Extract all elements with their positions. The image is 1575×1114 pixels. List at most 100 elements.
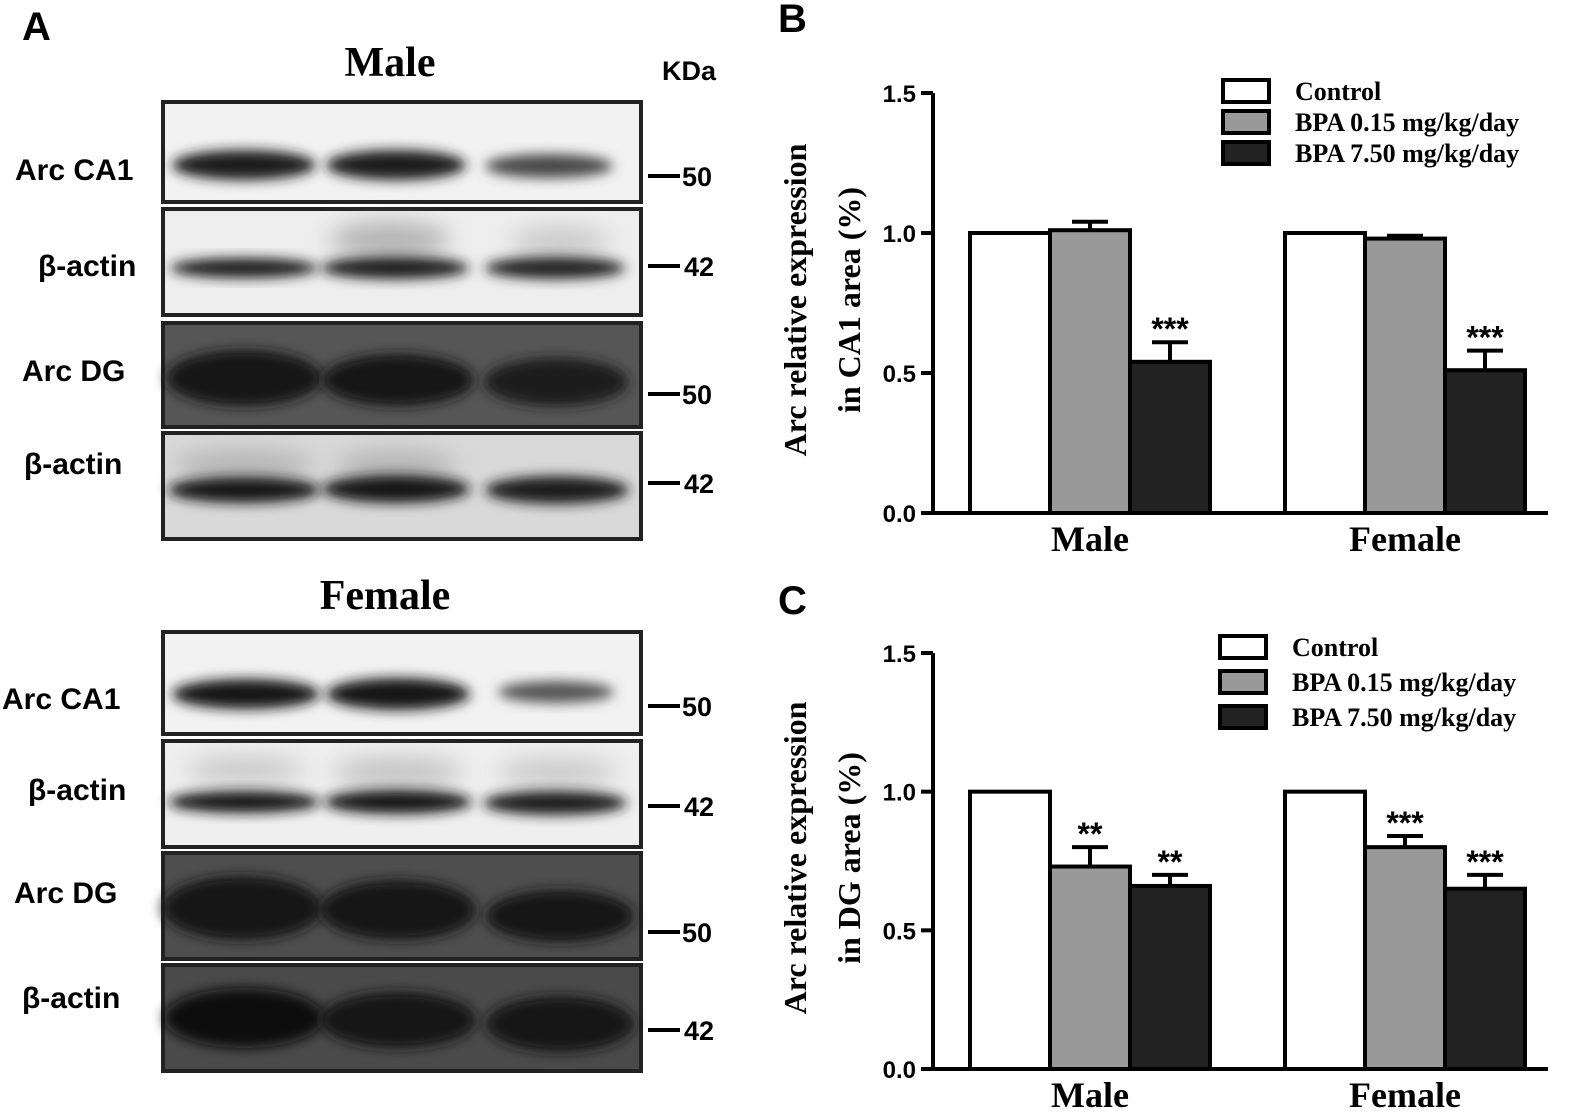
blot-band-halo <box>332 758 464 786</box>
bar <box>1128 883 1212 1072</box>
blot-row-male-beta-actin-2: β-actin 42 <box>24 431 714 541</box>
blot-group-female: Female Arc CA1 50 β-actin <box>2 573 714 1073</box>
legend-swatch <box>1218 634 1268 660</box>
blot-bands <box>166 350 628 406</box>
significance-label: *** <box>1151 311 1189 347</box>
blot-row-label: Arc CA1 <box>15 154 133 187</box>
y-tick-label: 0.5 <box>883 361 916 388</box>
blot-band <box>320 880 476 940</box>
marker-label: 42 <box>684 469 714 499</box>
y-axis-title-line-2: in CA1 area (%) <box>831 187 867 413</box>
legend-label: BPA 0.15 mg/kg/day <box>1295 108 1519 137</box>
y-tick-label: 0.5 <box>883 918 916 945</box>
blot-band <box>166 350 322 406</box>
bar <box>1363 236 1447 515</box>
y-axis-title: Arc relative expression in DG area (%) <box>777 701 867 1014</box>
blot-band-halo <box>497 760 617 784</box>
x-category-label: Male <box>1051 1075 1129 1114</box>
blot-group-male: Male Arc CA1 50 β-actin <box>15 40 714 541</box>
significance-label: *** <box>1386 805 1424 841</box>
bar <box>1048 228 1132 515</box>
legend-swatch <box>1218 669 1268 695</box>
blot-bands <box>172 150 613 180</box>
marker-label: 42 <box>684 252 714 282</box>
legend-label: Control <box>1292 633 1378 662</box>
bar <box>1048 864 1132 1072</box>
kda-unit-label: KDa <box>662 56 717 86</box>
significance-label: ** <box>1158 844 1183 880</box>
blot-row-label: β-actin <box>22 982 120 1015</box>
blot-bands <box>170 222 625 279</box>
bar <box>1363 845 1447 1072</box>
blot-bands <box>168 451 629 504</box>
blot-row-female-arc-dg: Arc DG 50 <box>14 851 712 961</box>
plot-area: 0.0 0.5 1.0 1.5 ** ** Male *** *** Female Control B… <box>883 633 1548 1114</box>
blot-band <box>324 790 472 814</box>
blot-row-female-arc-ca1: Arc CA1 50 <box>2 630 712 736</box>
marker-label: 42 <box>684 1016 714 1046</box>
blot-title-female: Female <box>320 573 451 619</box>
blot-row-label: Arc CA1 <box>2 683 120 716</box>
blot-band <box>321 257 469 279</box>
blot-band <box>170 258 318 278</box>
y-axis-title: Arc relative expression in CA1 area (%) <box>777 143 867 456</box>
legend-label: BPA 7.50 mg/kg/day <box>1292 703 1516 732</box>
blot-row-male-beta-actin: β-actin 42 <box>38 207 714 317</box>
blot-band-halo <box>510 228 610 256</box>
blot-band <box>162 876 322 940</box>
blot-title-male: Male <box>345 40 436 86</box>
blot-band <box>483 791 627 815</box>
bar <box>1443 886 1527 1071</box>
blot-band <box>485 476 629 504</box>
blot-band-halo <box>185 758 305 782</box>
blot-bands <box>164 988 634 1052</box>
blot-band <box>485 154 613 178</box>
blot-row-female-beta-actin: β-actin 42 <box>28 739 714 849</box>
blot-band <box>172 150 316 180</box>
blot-row-label: Arc DG <box>14 877 117 910</box>
marker-label: 50 <box>682 380 712 410</box>
y-tick-label: 0.0 <box>883 1057 916 1084</box>
blot-band-halo <box>174 451 314 479</box>
blot-band-halo <box>330 222 450 258</box>
panel-a: A KDa Male Arc CA1 50 β-actin <box>2 5 717 1073</box>
blot-band <box>326 150 466 180</box>
bar <box>968 789 1052 1072</box>
marker-label: 42 <box>684 792 714 822</box>
y-axis-title-line-1: Arc relative expression <box>777 143 813 456</box>
blot-band <box>326 678 470 710</box>
blot-band <box>320 992 476 1048</box>
chart-panel-b: B Arc relative expression in CA1 area (%… <box>777 0 1548 559</box>
y-axis-title-line-1: Arc relative expression <box>777 701 813 1014</box>
legend-label: BPA 7.50 mg/kg/day <box>1295 139 1519 168</box>
bar <box>1128 359 1212 515</box>
legend-label: Control <box>1295 77 1381 106</box>
blot-band <box>172 679 320 709</box>
y-tick-label: 1.0 <box>883 221 916 248</box>
marker-label: 50 <box>682 918 712 948</box>
x-category-label: Female <box>1349 519 1461 559</box>
x-category-label: Male <box>1051 519 1129 559</box>
blot-row-male-arc-ca1: Arc CA1 50 <box>15 100 712 204</box>
panel-letter-b: B <box>778 0 807 41</box>
blot-row-label: Arc DG <box>22 355 125 388</box>
bar <box>1283 789 1367 1072</box>
blot-row-label: β-actin <box>38 250 136 283</box>
marker-label: 50 <box>682 162 712 192</box>
y-tick-label: 1.0 <box>883 780 916 807</box>
chart-panel-c: C Arc relative expression in DG area (%)… <box>777 579 1548 1114</box>
blot-bands <box>162 876 634 942</box>
y-tick-label: 1.5 <box>883 641 916 668</box>
significance-label: *** <box>1466 320 1504 356</box>
y-tick-label: 0.0 <box>883 501 916 528</box>
blot-band <box>498 681 614 703</box>
blot-band <box>484 358 628 406</box>
blot-band <box>486 996 634 1052</box>
blot-band-halo <box>336 451 456 479</box>
blot-row-label: β-actin <box>28 774 126 807</box>
blot-row-female-beta-actin-2: β-actin 42 <box>22 963 714 1073</box>
y-axis-title-line-2: in DG area (%) <box>831 752 867 964</box>
